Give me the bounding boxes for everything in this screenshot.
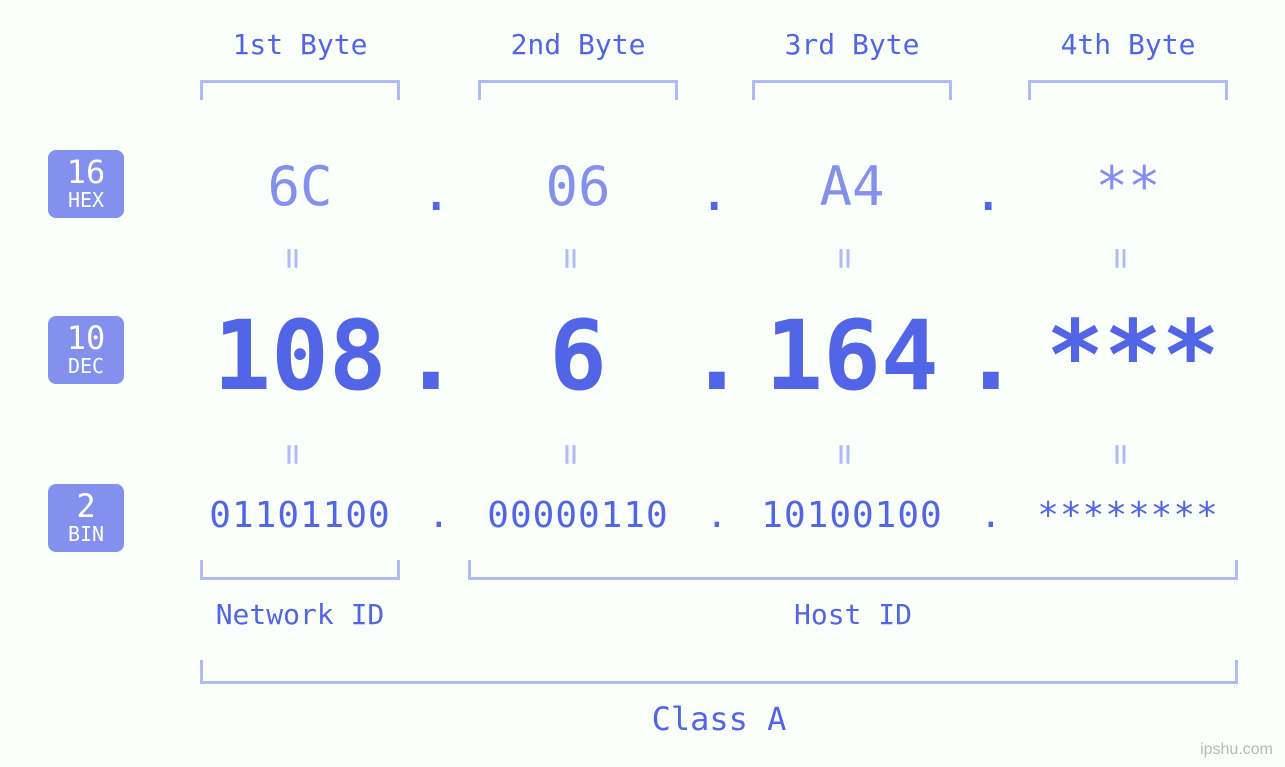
- base-num-hex: 16: [48, 156, 124, 188]
- equals-1-3: =: [824, 248, 865, 270]
- hex-dot-1: .: [420, 160, 453, 223]
- byte-header-2: 2nd Byte: [478, 28, 678, 61]
- hex-value-4: **: [1028, 155, 1228, 218]
- hex-value-3: A4: [752, 155, 952, 218]
- hex-dot-2: .: [698, 160, 731, 223]
- byte-header-4: 4th Byte: [1028, 28, 1228, 61]
- hex-value-2: 06: [478, 155, 678, 218]
- bin-dot-1: .: [428, 495, 450, 536]
- watermark: ipshu.com: [1200, 741, 1273, 759]
- class-label: Class A: [200, 700, 1238, 738]
- equals-1-2: =: [550, 248, 591, 270]
- equals-1-1: =: [272, 248, 313, 270]
- hex-value-1: 6C: [200, 155, 400, 218]
- equals-2-3: =: [824, 444, 865, 466]
- dec-dot-3: .: [962, 300, 1020, 412]
- bin-value-4: ********: [1018, 495, 1238, 536]
- equals-1-4: =: [1100, 248, 1141, 270]
- bin-dot-3: .: [980, 495, 1002, 536]
- base-label-bin: BIN: [48, 524, 124, 544]
- base-label-hex: HEX: [48, 190, 124, 210]
- bin-value-2: 00000110: [468, 495, 688, 536]
- top-bracket-1: [200, 80, 400, 100]
- base-badge-bin: 2 BIN: [48, 484, 124, 552]
- equals-2-4: =: [1100, 444, 1141, 466]
- byte-header-3: 3rd Byte: [752, 28, 952, 61]
- bin-dot-2: .: [706, 495, 728, 536]
- dec-value-4: ***: [1018, 300, 1248, 412]
- byte-header-1: 1st Byte: [200, 28, 400, 61]
- base-badge-hex: 16 HEX: [48, 150, 124, 218]
- dec-value-3: 164: [732, 300, 972, 412]
- network-id-label: Network ID: [200, 598, 400, 631]
- top-bracket-2: [478, 80, 678, 100]
- top-bracket-4: [1028, 80, 1228, 100]
- top-bracket-3: [752, 80, 952, 100]
- host-id-label: Host ID: [468, 598, 1238, 631]
- bin-value-3: 10100100: [742, 495, 962, 536]
- base-badge-dec: 10 DEC: [48, 316, 124, 384]
- dec-value-2: 6: [478, 300, 678, 412]
- class-bracket: [200, 660, 1238, 684]
- equals-2-1: =: [272, 444, 313, 466]
- equals-2-2: =: [550, 444, 591, 466]
- base-num-dec: 10: [48, 322, 124, 354]
- bin-value-1: 01101100: [190, 495, 410, 536]
- network-id-bracket: [200, 560, 400, 580]
- host-id-bracket: [468, 560, 1238, 580]
- dec-dot-1: .: [402, 300, 460, 412]
- base-num-bin: 2: [48, 490, 124, 522]
- hex-dot-3: .: [972, 160, 1005, 223]
- base-label-dec: DEC: [48, 356, 124, 376]
- dec-value-1: 108: [180, 300, 420, 412]
